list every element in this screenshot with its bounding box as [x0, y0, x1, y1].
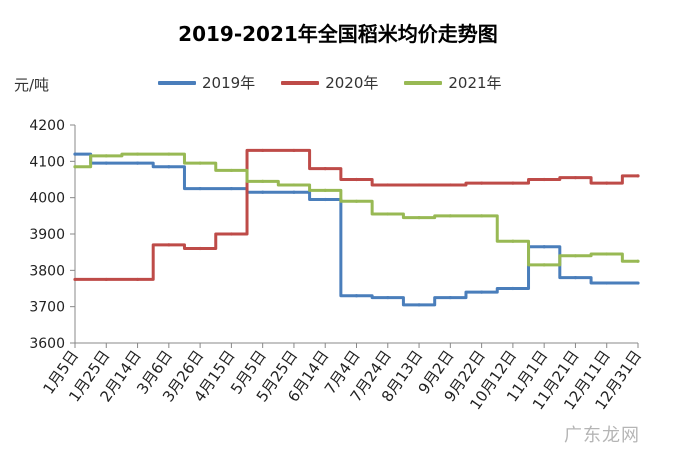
data-point [511, 181, 515, 185]
data-point [511, 239, 515, 243]
data-point [605, 281, 609, 285]
data-point [104, 161, 108, 165]
data-point [636, 174, 640, 178]
data-point [198, 246, 202, 251]
data-point [135, 277, 140, 282]
data-point [354, 199, 359, 203]
data-point [292, 183, 296, 187]
data-point [229, 168, 233, 173]
chart-title: 2019-2021年全国稻米均价走势图 [178, 22, 498, 46]
y-tick-label: 3700 [29, 300, 65, 316]
legend-swatch-2019 [158, 80, 196, 85]
data-point [73, 277, 77, 282]
data-point [448, 183, 452, 187]
data-point [261, 179, 265, 183]
data-point [198, 161, 202, 165]
data-point [104, 154, 108, 158]
series-line-2019 [75, 152, 638, 307]
data-point [448, 214, 452, 218]
data-point [323, 197, 327, 202]
y-tick-label: 4000 [29, 191, 65, 207]
data-point [636, 259, 640, 263]
y-tick-label: 3900 [29, 227, 65, 243]
series-line-2021 [75, 152, 638, 267]
y-tick-label: 3800 [29, 263, 65, 279]
data-point [73, 152, 77, 156]
data-point [636, 281, 640, 285]
data-point [605, 181, 609, 185]
data-point [542, 177, 546, 182]
series-line-2020 [75, 148, 638, 281]
data-point [167, 243, 171, 247]
data-point [323, 167, 327, 171]
legend-label-2019: 2019年 [202, 74, 256, 92]
data-point [261, 148, 265, 153]
data-point [386, 212, 390, 216]
data-point [135, 161, 140, 165]
legend: 2019年 2020年 2021年 [158, 72, 528, 93]
data-point [73, 165, 77, 169]
data-point [104, 277, 108, 282]
data-point [480, 290, 484, 294]
data-point [573, 176, 578, 180]
legend-swatch-2021 [404, 80, 443, 85]
data-point [229, 232, 233, 236]
data-point [605, 252, 609, 256]
data-point [417, 303, 421, 307]
data-point [229, 186, 233, 191]
data-point [480, 214, 484, 218]
legend-swatch-2020 [281, 80, 320, 85]
legend-label-2021: 2021年 [448, 74, 502, 92]
data-point [354, 177, 359, 182]
data-point [135, 152, 140, 156]
data-point [323, 188, 327, 192]
data-point [261, 190, 265, 194]
legend-item-2020: 2020年 [281, 72, 378, 93]
data-point [167, 152, 171, 156]
legend-item-2021: 2021年 [404, 72, 502, 93]
data-point [448, 295, 452, 300]
data-point [573, 254, 578, 258]
y-tick-label: 4200 [29, 118, 65, 134]
data-point [511, 286, 515, 291]
data-point [417, 183, 421, 187]
data-point [292, 148, 296, 153]
data-point [417, 216, 421, 220]
data-point [292, 190, 296, 194]
data-point [480, 181, 484, 185]
data-point [198, 186, 202, 191]
data-point [542, 263, 546, 267]
legend-label-2020: 2020年 [325, 74, 379, 92]
data-point [386, 295, 390, 300]
data-point [167, 165, 171, 169]
data-point [542, 245, 546, 249]
y-axis-label: 元/吨 [14, 76, 50, 94]
y-tick-label: 4100 [29, 154, 65, 170]
y-tick-label: 3600 [29, 336, 65, 352]
legend-item-2019: 2019年 [158, 72, 255, 93]
data-point [386, 183, 390, 187]
data-point [354, 294, 359, 298]
data-point [573, 276, 578, 280]
watermark: 广东龙网 [564, 425, 640, 446]
